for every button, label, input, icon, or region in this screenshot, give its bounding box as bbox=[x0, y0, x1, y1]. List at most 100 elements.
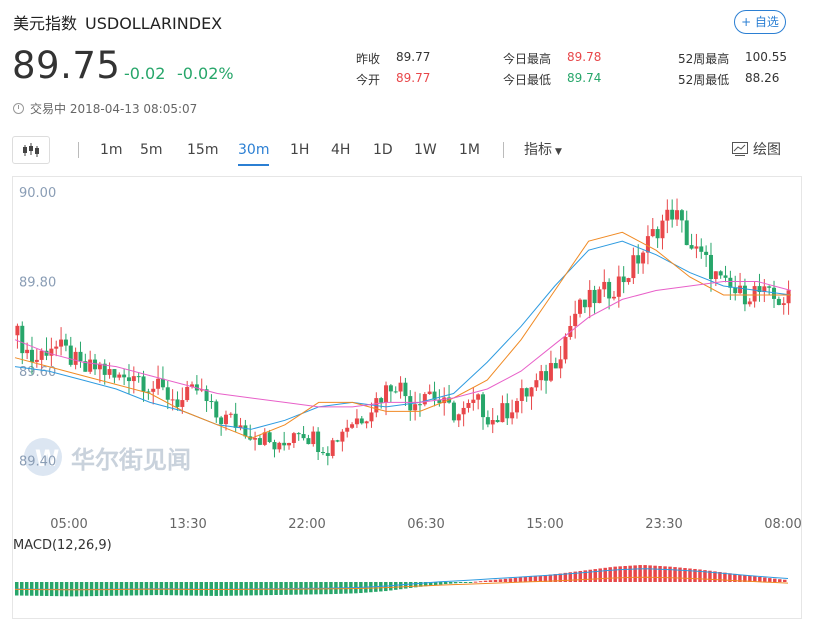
macd-bar bbox=[768, 578, 772, 582]
candle-body bbox=[15, 325, 20, 336]
period-tab-1m[interactable]: 1M bbox=[459, 142, 480, 158]
candle-body bbox=[451, 402, 456, 421]
candle-body bbox=[384, 385, 389, 403]
macd-bar bbox=[573, 571, 578, 582]
watermark-logo-letter: W bbox=[35, 447, 59, 472]
candle-body bbox=[708, 254, 713, 280]
day-high-value: 89.78 bbox=[567, 50, 602, 64]
candle-body bbox=[723, 275, 728, 278]
candle-body bbox=[340, 431, 345, 442]
period-tab-4h[interactable]: 4H bbox=[331, 142, 351, 158]
period-tab-1m[interactable]: 1m bbox=[100, 142, 123, 158]
week52-low-value: 88.26 bbox=[745, 71, 780, 85]
macd-bar bbox=[408, 582, 413, 588]
macd-bar bbox=[463, 582, 468, 583]
macd-bar bbox=[708, 570, 712, 582]
candle-body bbox=[131, 376, 136, 382]
candle-body bbox=[500, 403, 505, 423]
candle-body bbox=[481, 394, 486, 418]
macd-bar bbox=[658, 566, 662, 582]
candle-body bbox=[97, 363, 102, 370]
period-tab-15m[interactable]: 15m bbox=[187, 142, 219, 158]
candle-body bbox=[675, 210, 680, 220]
candle-body bbox=[112, 369, 117, 378]
candle-body bbox=[262, 432, 267, 445]
chart-area[interactable]: W 华尔街见闻 90.00 89.80 89.60 89.40 05:00 13:30 22:0… bbox=[12, 176, 802, 619]
candle-body bbox=[718, 271, 723, 276]
candle-body bbox=[146, 391, 151, 393]
macd-bar bbox=[593, 569, 597, 582]
x-tick-label: 15:00 bbox=[526, 517, 563, 532]
period-tab-1h[interactable]: 1H bbox=[290, 142, 310, 158]
prev-close-value: 89.77 bbox=[396, 50, 431, 64]
candle-body bbox=[762, 286, 767, 293]
candle-body bbox=[587, 289, 592, 308]
chart-toolbar: 1m 5m 15m 30m 1H 4H 1D 1W 1M 指标 ▼ 绘图 bbox=[12, 136, 802, 166]
candle-body bbox=[694, 246, 699, 249]
indicator-menu-button[interactable]: 指标 ▼ bbox=[524, 136, 562, 164]
macd-bar bbox=[433, 582, 438, 586]
macd-bar bbox=[428, 582, 433, 586]
macd-bar bbox=[468, 582, 473, 583]
macd-bar bbox=[523, 576, 528, 582]
macd-bar bbox=[538, 575, 543, 582]
candle-body bbox=[398, 382, 403, 392]
macd-bar bbox=[668, 566, 672, 582]
candle-body bbox=[354, 418, 359, 425]
y-tick-label: 90.00 bbox=[19, 186, 56, 201]
candle-body bbox=[660, 220, 665, 239]
candle-body bbox=[78, 351, 83, 362]
price-change: -0.02 bbox=[124, 64, 166, 83]
candle-body bbox=[107, 369, 112, 375]
draw-tool-button[interactable]: 绘图 bbox=[732, 136, 781, 164]
candle-body bbox=[345, 427, 350, 432]
candle-body bbox=[34, 359, 39, 362]
candle-body bbox=[214, 401, 219, 418]
macd-bar bbox=[453, 582, 458, 584]
x-tick-label: 05:00 bbox=[50, 517, 87, 532]
candle-body bbox=[689, 245, 694, 249]
candle-body bbox=[287, 442, 292, 446]
macd-bar bbox=[498, 579, 503, 582]
macd-bar bbox=[763, 577, 767, 582]
candle-body bbox=[282, 442, 287, 446]
macd-bar bbox=[723, 572, 727, 582]
candle-body bbox=[320, 452, 325, 454]
macd-bar bbox=[643, 565, 647, 582]
candle-body bbox=[786, 290, 791, 304]
candle-body bbox=[330, 440, 335, 456]
clock-icon bbox=[13, 103, 24, 114]
candle-body bbox=[427, 391, 432, 395]
instrument-name: 美元指数 bbox=[13, 14, 78, 33]
toolbar-divider bbox=[503, 142, 504, 158]
candle-body bbox=[388, 385, 393, 392]
candle-body bbox=[733, 287, 738, 294]
macd-bar bbox=[608, 567, 612, 582]
candle-body bbox=[122, 374, 127, 378]
period-tab-5m[interactable]: 5m bbox=[140, 142, 163, 158]
day-low-label: 今日最低 bbox=[503, 73, 552, 87]
candle-body bbox=[141, 376, 146, 392]
macd-bar bbox=[418, 582, 423, 587]
candle-body bbox=[403, 382, 408, 397]
candle-body bbox=[650, 229, 655, 237]
x-tick-label: 22:00 bbox=[288, 517, 325, 532]
candle-body bbox=[548, 363, 553, 381]
period-tab-1w[interactable]: 1W bbox=[414, 142, 437, 158]
candle-body bbox=[738, 285, 743, 294]
instrument-code: USDOLLARINDEX bbox=[85, 14, 223, 33]
candle-body bbox=[704, 251, 709, 255]
candle-body bbox=[631, 255, 636, 279]
macd-bar bbox=[563, 572, 568, 582]
period-tab-1d[interactable]: 1D bbox=[373, 142, 393, 158]
candlestick-type-button[interactable] bbox=[12, 136, 50, 164]
add-watchlist-button[interactable]: + 自选 bbox=[734, 10, 786, 34]
candle-body bbox=[747, 301, 752, 305]
candle-body bbox=[117, 374, 122, 378]
candle-body bbox=[679, 210, 684, 221]
candle-body bbox=[63, 339, 68, 346]
macd-bar bbox=[568, 572, 573, 582]
candle-body bbox=[781, 303, 786, 305]
period-tab-30m[interactable]: 30m bbox=[238, 136, 270, 166]
